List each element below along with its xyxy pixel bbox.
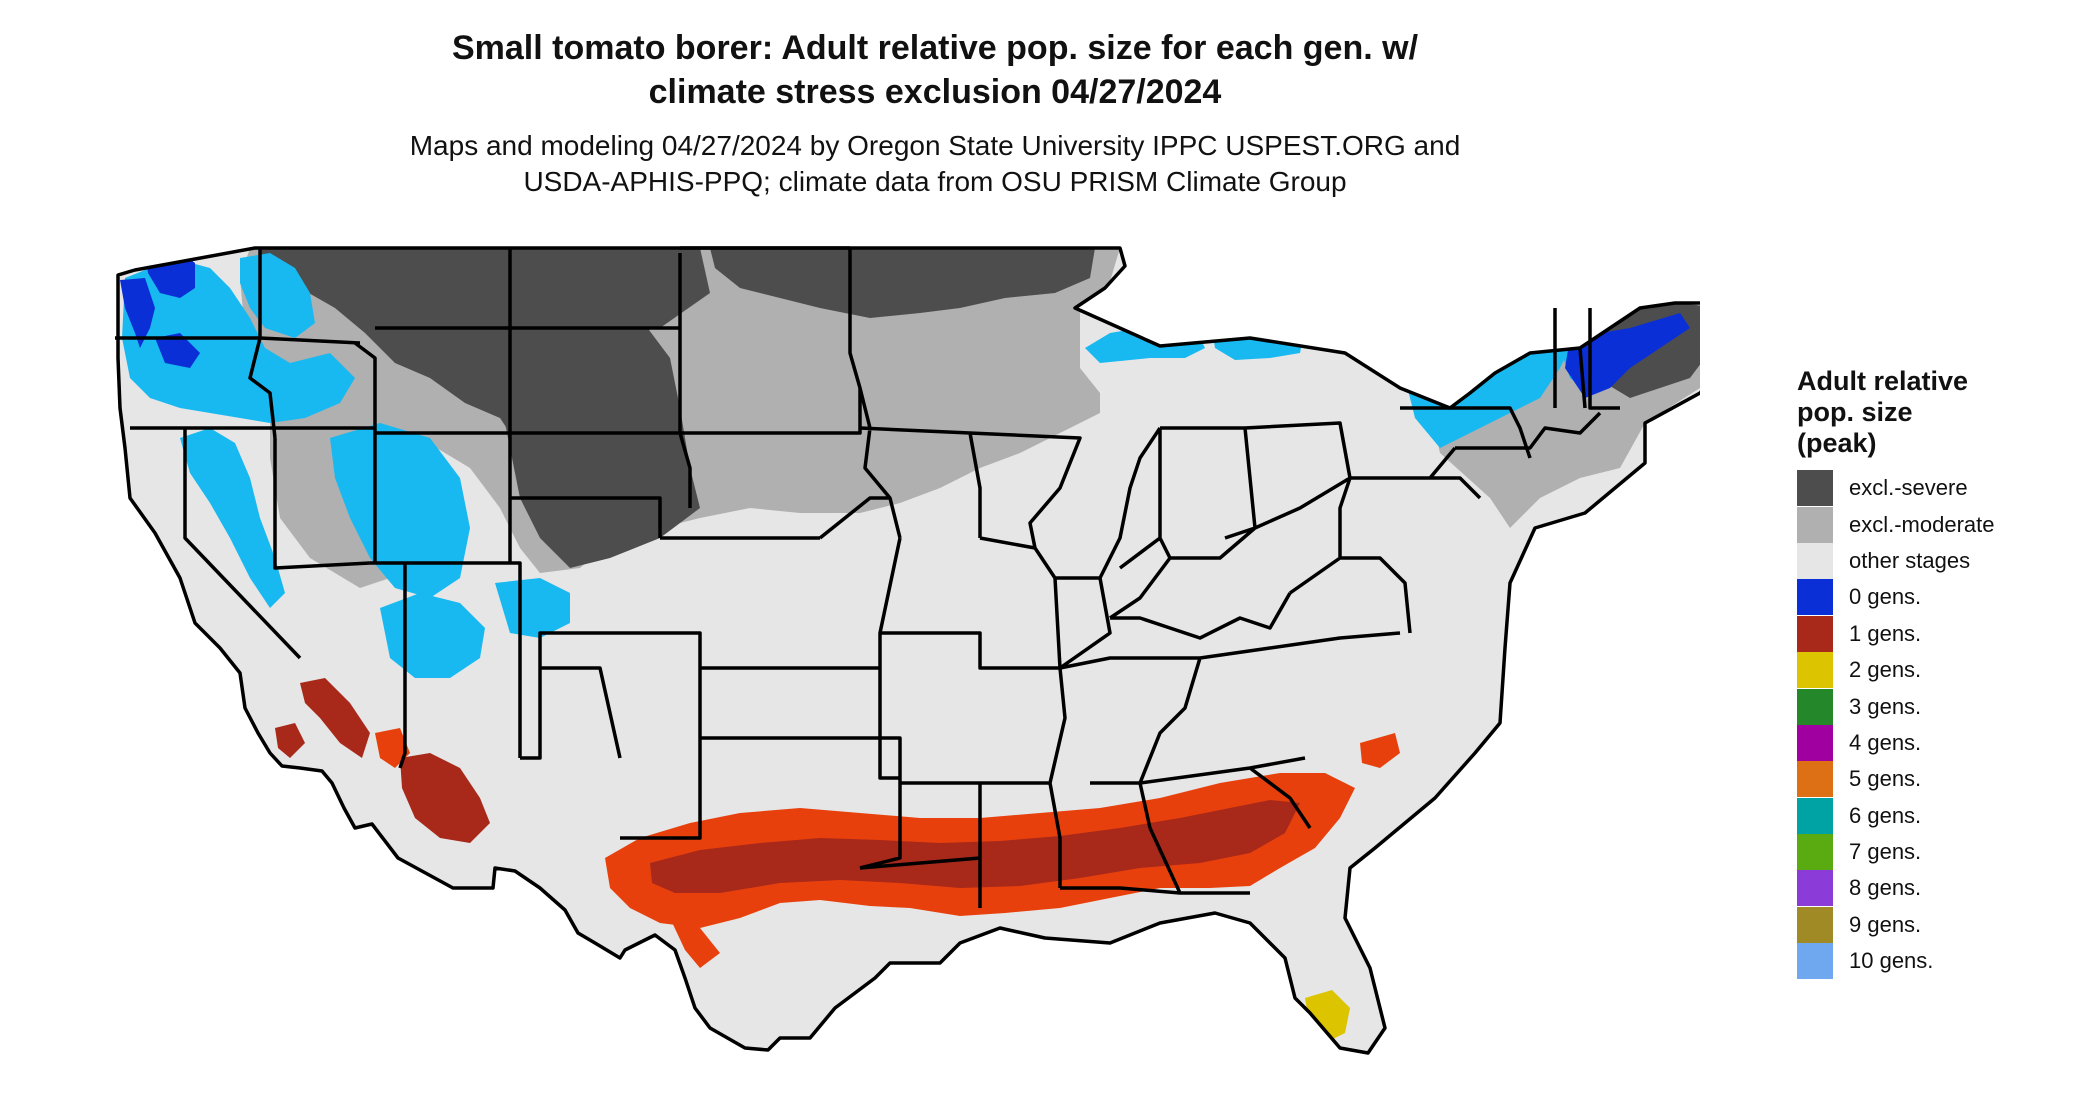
legend-label: 3 gens.	[1849, 693, 1922, 719]
map-subtitle-line-1: Maps and modeling 04/27/2024 by Oregon S…	[409, 130, 1461, 161]
legend-label: 2 gens.	[1849, 657, 1922, 683]
zone-blue-utah-co	[330, 423, 470, 598]
zone-2-gens-florida-southwest	[835, 1003, 875, 1043]
legend-swatch	[1797, 797, 1833, 834]
legend-item: 9 gens.	[1797, 906, 2057, 943]
legend-title-line-1: Adult relative	[1797, 366, 1969, 396]
legend-item: other stages	[1797, 542, 2057, 579]
legend-label: 10 gens.	[1849, 948, 1934, 974]
legend-label: other stages	[1849, 547, 1971, 573]
zone-blue-pnw	[122, 260, 355, 423]
legend-item: excl.-severe	[1797, 470, 2057, 507]
legend-item: 10 gens.	[1797, 943, 2057, 980]
legend-swatch	[1797, 724, 1833, 761]
legend: excl.-severe excl.-moderate other stages…	[1797, 470, 2057, 980]
zone-excl-severe-upper-midwest	[710, 248, 1095, 318]
legend-item: 6 gens.	[1797, 797, 2057, 834]
legend-title-line-3: (peak)	[1797, 428, 1877, 458]
legend-label: 5 gens.	[1849, 766, 1922, 792]
legend-swatch	[1797, 652, 1833, 689]
legend-swatch	[1797, 688, 1833, 725]
legend-item: excl.-moderate	[1797, 506, 2057, 543]
legend-item: 7 gens.	[1797, 834, 2057, 871]
legend-swatch	[1797, 506, 1833, 543]
legend-label: excl.-severe	[1849, 475, 1968, 501]
zone-1-gens-socal-coast	[275, 723, 305, 758]
legend-swatch	[1797, 870, 1833, 907]
legend-item: 2 gens.	[1797, 652, 2057, 689]
legend-swatch	[1797, 542, 1833, 579]
legend-label: 0 gens.	[1849, 584, 1922, 610]
zone-1-gens-socal-desert	[300, 678, 370, 758]
zone-0-gens-pnw-coast	[120, 278, 155, 348]
zone-1-gens-gulf-band-core	[650, 800, 1300, 893]
zone-1-gens-south-texas	[670, 918, 720, 968]
legend-swatch	[1797, 579, 1833, 616]
zone-1-gens-arizona	[400, 753, 490, 843]
legend-label: 8 gens.	[1849, 875, 1922, 901]
legend-label: 1 gens.	[1849, 620, 1922, 646]
legend-swatch	[1797, 834, 1833, 871]
zone-blue-sierra-great-basin	[180, 428, 285, 608]
legend-swatch	[1797, 761, 1833, 798]
legend-swatch	[1797, 943, 1833, 980]
legend-label: 9 gens.	[1849, 911, 1922, 937]
legend-item: 3 gens.	[1797, 688, 2057, 725]
legend-item: 5 gens.	[1797, 761, 2057, 798]
map-title-line-1: Small tomato borer: Adult relative pop. …	[451, 29, 1419, 67]
state-borders	[115, 246, 1700, 1055]
legend-item: 4 gens.	[1797, 724, 2057, 761]
state-lines	[115, 246, 1620, 908]
zone-blue-nm-east	[495, 578, 570, 638]
us-map	[115, 246, 1700, 1055]
zone-excl-severe-northern-plains	[260, 248, 710, 448]
legend-item: 8 gens.	[1797, 870, 2057, 907]
zone-0-gens-great-lakes-dots	[1215, 280, 1272, 320]
zone-excl-severe-rockies	[500, 318, 700, 568]
zone-0-gens-oregon-coast	[155, 333, 200, 368]
map-title-line-2: climate stress exclusion 04/27/2024	[648, 73, 1222, 111]
habitat-layers	[120, 248, 1700, 1043]
legend-label: excl.-moderate	[1849, 511, 1995, 537]
legend-swatch	[1797, 906, 1833, 943]
legend-label: 6 gens.	[1849, 802, 1922, 828]
legend-item: 0 gens.	[1797, 579, 2057, 616]
legend-title-line-2: pop. size	[1797, 397, 1913, 427]
legend-item: 1 gens.	[1797, 615, 2057, 652]
zone-blue-lower-michigan	[1210, 308, 1305, 360]
zone-1-gens-nc-coast	[1360, 733, 1400, 768]
legend-swatch	[1797, 470, 1833, 507]
map-subtitle-line-2: USDA-APHIS-PPQ; climate data from OSU PR…	[523, 166, 1347, 197]
legend-swatch	[1797, 615, 1833, 652]
legend-label: 7 gens.	[1849, 839, 1922, 865]
legend-label: 4 gens.	[1849, 729, 1922, 755]
zone-1-gens-arizona-edge	[375, 728, 410, 768]
